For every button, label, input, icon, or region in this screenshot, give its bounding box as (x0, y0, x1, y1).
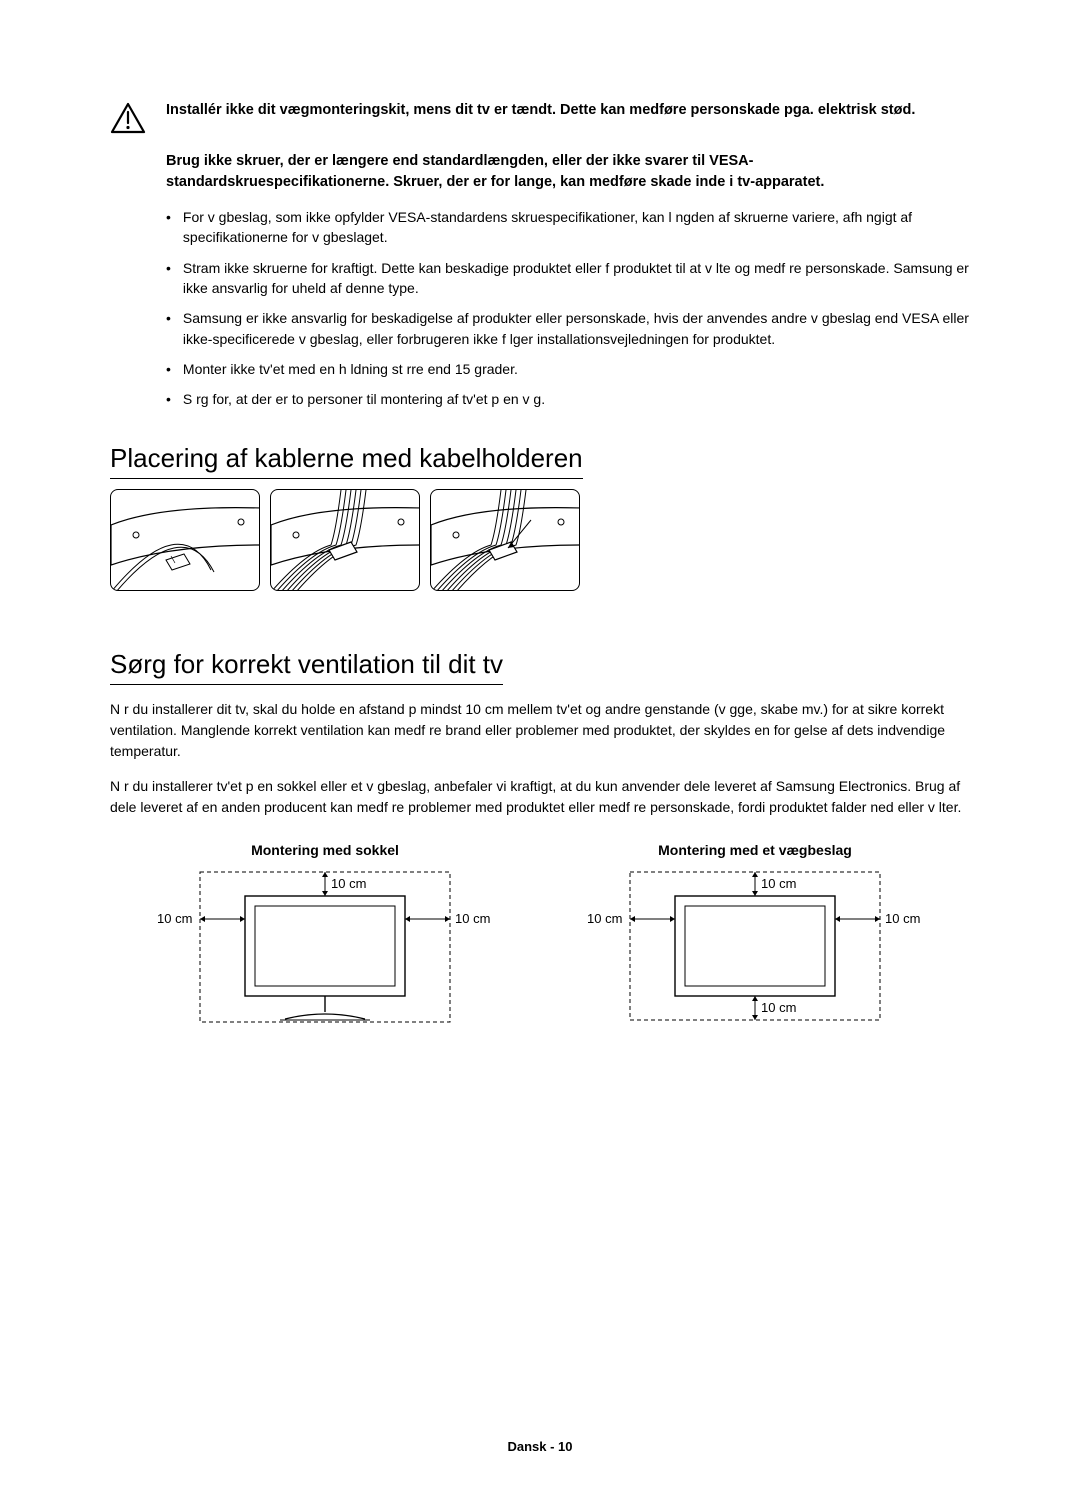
list-item: • Samsung er ikke ansvarlig for beskadig… (166, 308, 970, 349)
mounting-stand-title: Montering med sokkel (145, 842, 505, 858)
warning-text-1: Installér ikke dit vægmonteringskit, men… (166, 100, 970, 139)
bullet-dot-icon: • (166, 258, 171, 299)
illustration-panel-3 (430, 489, 580, 591)
section2-para1: N r du installerer dit tv, skal du holde… (110, 699, 970, 762)
distance-label: 10 cm (455, 911, 490, 926)
mounting-diagrams: Montering med sokkel (110, 842, 970, 1034)
bullet-text: S rg for, at der er to personer til mont… (183, 389, 970, 409)
bullet-text: Samsung er ikke ansvarlig for beskadigel… (183, 308, 970, 349)
distance-label: 10 cm (157, 911, 192, 926)
list-item: • Stram ikke skruerne for kraftigt. Dett… (166, 258, 970, 299)
distance-label: 10 cm (761, 1000, 796, 1015)
mounting-wall-title: Montering med et vægbeslag (575, 842, 935, 858)
distance-label: 10 cm (885, 911, 920, 926)
list-item: • Monter ikke tv'et med en h ldning st r… (166, 359, 970, 379)
mounting-stand-diagram: 10 cm 10 cm 10 cm (145, 864, 505, 1034)
list-item: • S rg for, at der er to personer til mo… (166, 389, 970, 409)
bullet-dot-icon: • (166, 207, 171, 248)
list-item: • For v gbeslag, som ikke opfylder VESA-… (166, 207, 970, 248)
section2-para2: N r du installerer tv'et p en sokkel ell… (110, 776, 970, 818)
illustration-panel-1 (110, 489, 260, 591)
bullet-list: • For v gbeslag, som ikke opfylder VESA-… (166, 207, 970, 409)
mounting-stand: Montering med sokkel (145, 842, 505, 1034)
warning-block: Installér ikke dit vægmonteringskit, men… (110, 100, 970, 139)
warning-text-2: Brug ikke skruer, der er længere end sta… (166, 151, 970, 193)
mounting-wall: Montering med et vægbeslag (575, 842, 935, 1034)
bullet-dot-icon: • (166, 389, 171, 409)
bullet-text: For v gbeslag, som ikke opfylder VESA-st… (183, 207, 970, 248)
bullet-text: Monter ikke tv'et med en h ldning st rre… (183, 359, 970, 379)
distance-label: 10 cm (761, 876, 796, 891)
illustration-panel-2 (270, 489, 420, 591)
mounting-wall-diagram: 10 cm 10 cm 10 cm 10 cm (575, 864, 935, 1034)
cable-holder-illustrations (110, 489, 970, 591)
section1-title: Placering af kablerne med kabelholderen (110, 443, 583, 479)
bullet-text: Stram ikke skruerne for kraftigt. Dette … (183, 258, 970, 299)
warning-icon (110, 102, 146, 139)
bullet-dot-icon: • (166, 359, 171, 379)
section2-title: Sørg for korrekt ventilation til dit tv (110, 649, 503, 685)
bullet-dot-icon: • (166, 308, 171, 349)
page-footer: Dansk - 10 (0, 1439, 1080, 1454)
distance-label: 10 cm (587, 911, 622, 926)
distance-label: 10 cm (331, 876, 366, 891)
page-content: Installér ikke dit vægmonteringskit, men… (0, 0, 1080, 1074)
